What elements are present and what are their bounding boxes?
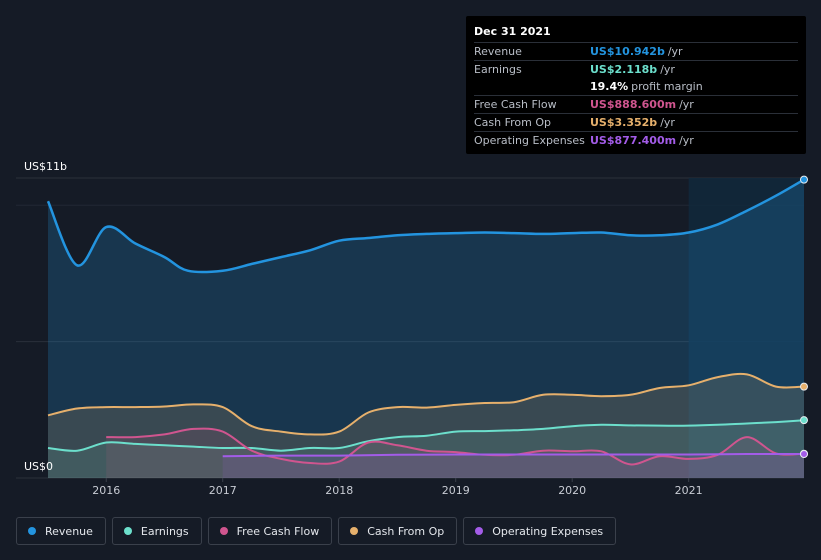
earnings-area [48,420,804,478]
revenue-end-dot [800,175,808,184]
tooltip-row: Free Cash Flow US$888.600m/yr [474,95,798,113]
operating-expenses-area [222,453,804,478]
tooltip-row: Earnings US$2.118b/yr [474,60,798,78]
legend-dot-icon [28,527,36,535]
revenue-line [46,178,805,274]
x-tick-label: 2016 [92,484,120,497]
cash-from-op-area [48,373,804,478]
legend-label: Free Cash Flow [236,524,320,538]
legend-dot-icon [350,527,359,535]
legend-dot-icon [123,527,132,535]
data-tooltip: Dec 31 2021 Revenue US$10.942b/yr Earnings… [466,16,806,154]
legend-dot-icon [475,527,484,535]
legend-item-operating-expenses[interactable]: Operating Expenses [463,517,617,545]
x-tick-label: 2017 [209,484,237,497]
operating-expenses-line [222,452,805,458]
legend-item-cash-from-op[interactable]: Cash From Op [338,517,458,545]
legend-item-earnings[interactable]: Earnings [111,517,202,545]
free-cash-flow-area [106,428,804,478]
legend-label: Operating Expenses [492,524,604,538]
tooltip-row: Operating Expenses US$877.400m/yr [474,131,798,149]
tooltip-row-unit: /yr [660,116,675,129]
tooltip-row: 19.4% profit margin [474,78,798,95]
legend-item-revenue[interactable]: Revenue [16,517,106,545]
tooltip-row: Cash From Op US$3.352b/yr [474,113,798,131]
gridlines [16,177,804,479]
series-areas [48,179,804,478]
tooltip-row-label: Revenue [474,45,522,58]
tooltip-row-unit: /yr [660,63,675,76]
tooltip-row-label: Earnings [474,63,522,76]
cash-from-op-end-dot [800,382,808,391]
legend-item-free-cash-flow[interactable]: Free Cash Flow [207,517,333,545]
series-lines [46,178,805,466]
tooltip-row-unit: /yr [679,98,694,111]
y-axis-min-label: US$0 [24,460,54,473]
tooltip-row-label [474,78,590,95]
tooltip-date: Dec 31 2021 [474,25,551,38]
tooltip-row-unit: /yr [679,134,694,147]
cash-from-op-line [47,372,805,436]
series-end-dots [800,175,808,458]
legend-label: Cash From Op [367,524,445,538]
x-tick-label: 2018 [325,484,353,497]
tooltip-row-label: Operating Expenses [474,134,585,147]
legend-label: Earnings [140,524,189,538]
tooltip-row-label: Cash From Op [474,116,552,129]
tooltip-row-unit: profit margin [631,80,703,93]
x-axis-ticks: 2016 2017 2018 2019 2020 2021 [92,478,703,497]
tooltip-row-value: US$3.352b [590,116,658,129]
tooltip-row-label: Free Cash Flow [474,98,557,111]
tooltip-row: Revenue US$10.942b/yr [474,42,798,60]
revenue-area [48,179,804,478]
operating-expenses-end-dot [800,450,808,458]
tooltip-row-value: US$2.118b [590,63,658,76]
legend-dot-icon [219,527,228,535]
y-axis-max-label: US$11b [24,160,68,173]
tooltip-row-unit: /yr [667,45,683,58]
x-tick-label: 2020 [558,484,586,497]
earnings-line [47,419,805,452]
free-cash-flow-line [106,427,805,466]
tooltip-row-value: 19.4% [590,80,629,93]
tooltip-row-value: US$888.600m [590,98,677,111]
tooltip-row-value: US$877.400m [590,134,677,147]
earnings-end-dot [800,416,808,425]
x-tick-label: 2021 [675,484,703,497]
tooltip-row-value: US$10.942b [590,45,665,58]
x-tick-label: 2019 [442,484,470,497]
legend-label: Revenue [45,524,93,538]
chart-legend: Revenue Earnings Free Cash Flow Cash From O… [16,517,617,545]
